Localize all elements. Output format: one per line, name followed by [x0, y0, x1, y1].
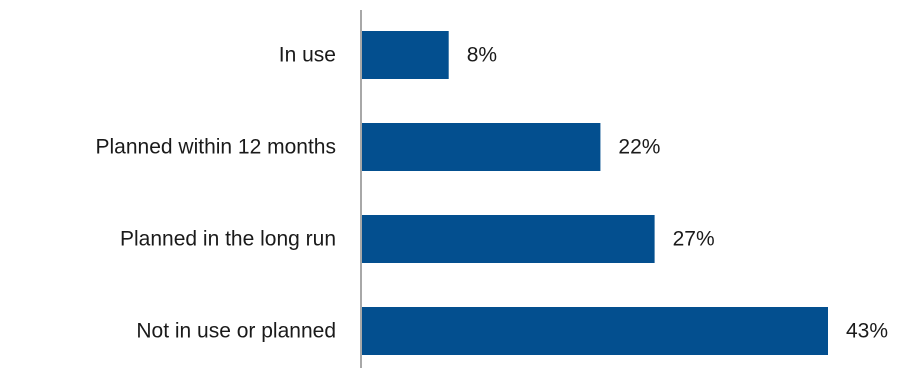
value-labels-layer: 8% 22% 27% 43%	[467, 44, 888, 343]
category-label: In use	[279, 44, 336, 67]
value-label: 22%	[618, 136, 660, 159]
category-label: Not in use or planned	[136, 320, 336, 343]
category-label: Planned within 12 months	[96, 136, 337, 159]
value-label: 43%	[846, 320, 888, 343]
category-label: Planned in the long run	[120, 228, 336, 251]
value-label: 27%	[673, 228, 715, 251]
value-label: 8%	[467, 44, 497, 67]
bar	[362, 307, 828, 355]
bar	[362, 215, 655, 263]
category-labels-layer: In use Planned within 12 months Planned in…	[96, 44, 337, 343]
bars-layer	[362, 31, 828, 355]
bar	[362, 31, 449, 79]
bar	[362, 123, 601, 171]
